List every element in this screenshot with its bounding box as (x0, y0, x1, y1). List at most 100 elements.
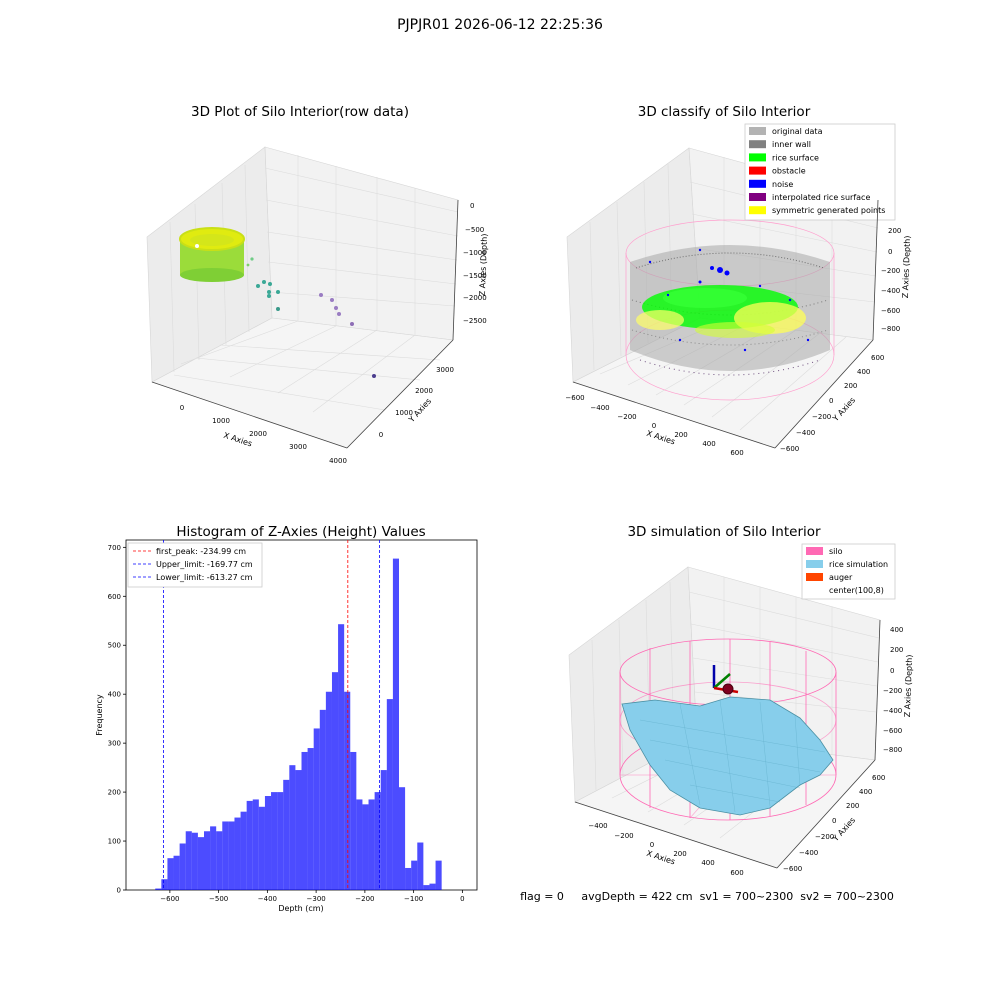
classify-legend-swatch (749, 140, 766, 149)
classify-legend: original data inner wall rice surface obsta… (744, 123, 896, 221)
classify-legend-label: rice surface (772, 153, 819, 162)
histogram-bar (344, 691, 351, 890)
histogram-bar (173, 855, 180, 890)
classify-legend-box (744, 123, 896, 221)
simulation-ytick-3: 0 (832, 817, 836, 825)
simulation-ztick-4: −400 (883, 707, 902, 715)
classify-ztick-0: 200 (888, 227, 901, 235)
simulation-ztick-3: −200 (883, 687, 902, 695)
histogram-bar (411, 860, 418, 890)
histogram-legend: first_peak: -234.99 cm Upper_limit: -169.… (127, 542, 263, 588)
classify-legend-swatch (749, 206, 766, 215)
classify-legend-swatch (749, 193, 766, 201)
raw-ytick-3: 3000 (436, 366, 454, 374)
histogram-bar (264, 796, 272, 890)
classify-legend-label: symmetric generated points (772, 206, 885, 215)
classify-zlabel: Z Axies (Depth) (901, 235, 912, 298)
histogram-bar (331, 672, 339, 890)
raw-xtick-3: 3000 (289, 443, 307, 451)
histogram-bar (210, 826, 217, 890)
simulation-ztick-2: 0 (890, 667, 894, 675)
classify-ytick-5: 400 (857, 368, 870, 376)
raw-pane-back (264, 146, 459, 341)
classify-ztick-2: −200 (881, 267, 900, 275)
raw-silo-points (179, 227, 254, 282)
simulation-legend: silo rice simulation auger center(100,8) (801, 543, 896, 600)
histogram-bar (228, 821, 235, 890)
classify-legend-swatch (749, 179, 766, 188)
histogram-bar (435, 860, 442, 890)
classify-ytick-4: 200 (844, 382, 857, 390)
histogram-bar (399, 787, 406, 890)
classify-xtick-6: 600 (730, 449, 743, 457)
panel-histogram: Histogram of Z-Axies (Height) Values −60… (95, 524, 478, 913)
raw-ztick-1: −500 (465, 226, 484, 234)
histogram-bar (234, 817, 241, 890)
classify-axis-lines (572, 199, 879, 449)
classify-legend-label: interpolated rice surface (772, 193, 870, 202)
histogram-bar (368, 799, 375, 890)
simulation-ztick-0: 400 (890, 626, 903, 634)
simulation-zlabel: Z Axies (Depth) (903, 654, 914, 717)
raw-ztick-5: −2500 (463, 317, 487, 325)
simulation-ztick-6: −800 (883, 746, 902, 754)
histogram-ytick-label: 100 (108, 838, 121, 846)
simulation-ztick-1: 200 (890, 646, 903, 654)
simulation-ytick-2: −200 (815, 833, 834, 841)
classify-legend-swatch (749, 127, 766, 135)
histogram-xtick-label: −500 (209, 895, 228, 903)
histogram-bar (283, 779, 290, 890)
raw-xtick-4: 4000 (329, 457, 347, 465)
simulation-status-text: flag = 0 avgDepth = 422 cm sv1 = 700~230… (520, 890, 894, 903)
histogram-bar (405, 867, 412, 890)
histogram-ylabel: Frequency (95, 694, 104, 736)
classify-xtick-0: −600 (565, 394, 584, 402)
histogram-bar (179, 843, 186, 890)
histogram-bar (374, 792, 381, 890)
panel-classify-title: 3D classify of Silo Interior (638, 104, 811, 120)
histogram-legend-label: first_peak: -234.99 cm (156, 547, 246, 556)
classify-legend-swatch (749, 166, 766, 175)
panel-raw-title: 3D Plot of Silo Interior(row data) (191, 104, 409, 120)
classify-ylabel: Y Axies (830, 396, 857, 424)
raw-ytick-0: 0 (379, 431, 383, 439)
histogram-bar (386, 699, 393, 890)
classify-ytick-1: −400 (796, 429, 815, 437)
simulation-legend-swatch (806, 560, 823, 568)
raw-ytick-1: 1000 (395, 409, 413, 417)
simulation-xtick-2: 0 (650, 841, 654, 849)
panel-simulation-title: 3D simulation of Silo Interior (627, 524, 821, 540)
classify-rice-surface (636, 285, 806, 338)
histogram-xtick-label: −400 (258, 895, 277, 903)
classify-ytick-3: 0 (829, 397, 833, 405)
classify-ytick-2: −200 (812, 413, 831, 421)
simulation-xlabel: X Axies (645, 849, 676, 867)
simulation-legend-swatch (806, 573, 823, 581)
histogram-bar (429, 883, 436, 890)
panel-simulation: 3D simulation of Silo Interior (520, 524, 914, 903)
raw-xtick-0: 0 (180, 404, 184, 412)
classify-legend-label: inner wall (772, 140, 811, 149)
histogram-bar (258, 806, 265, 890)
histogram-ytick-label: 200 (108, 789, 121, 797)
classify-legend-label: obstacle (772, 167, 806, 176)
histogram-ytick-label: 700 (108, 544, 121, 552)
classify-ytick-0: −600 (780, 445, 799, 453)
raw-grid (169, 155, 459, 413)
panel-classify: 3D classify of Silo Interior (565, 104, 912, 457)
histogram-bar (240, 811, 247, 890)
classify-legend-label: original data (772, 127, 823, 136)
classify-xtick-4: 200 (674, 431, 687, 439)
raw-axis-lines (151, 199, 459, 449)
simulation-xtick-4: 400 (701, 859, 714, 867)
classify-xtick-3: 0 (652, 422, 656, 430)
classify-xtick-1: −400 (590, 404, 609, 412)
histogram-ytick-label: 300 (108, 740, 121, 748)
histogram-xtick-label: −100 (404, 895, 423, 903)
histogram-ytick-label: 400 (108, 691, 121, 699)
classify-legend-label: noise (772, 180, 793, 189)
histogram-bar (392, 558, 399, 890)
simulation-xtick-0: −400 (588, 822, 607, 830)
raw-scatter-points (256, 280, 376, 378)
histogram-xtick-label: 0 (460, 895, 464, 903)
